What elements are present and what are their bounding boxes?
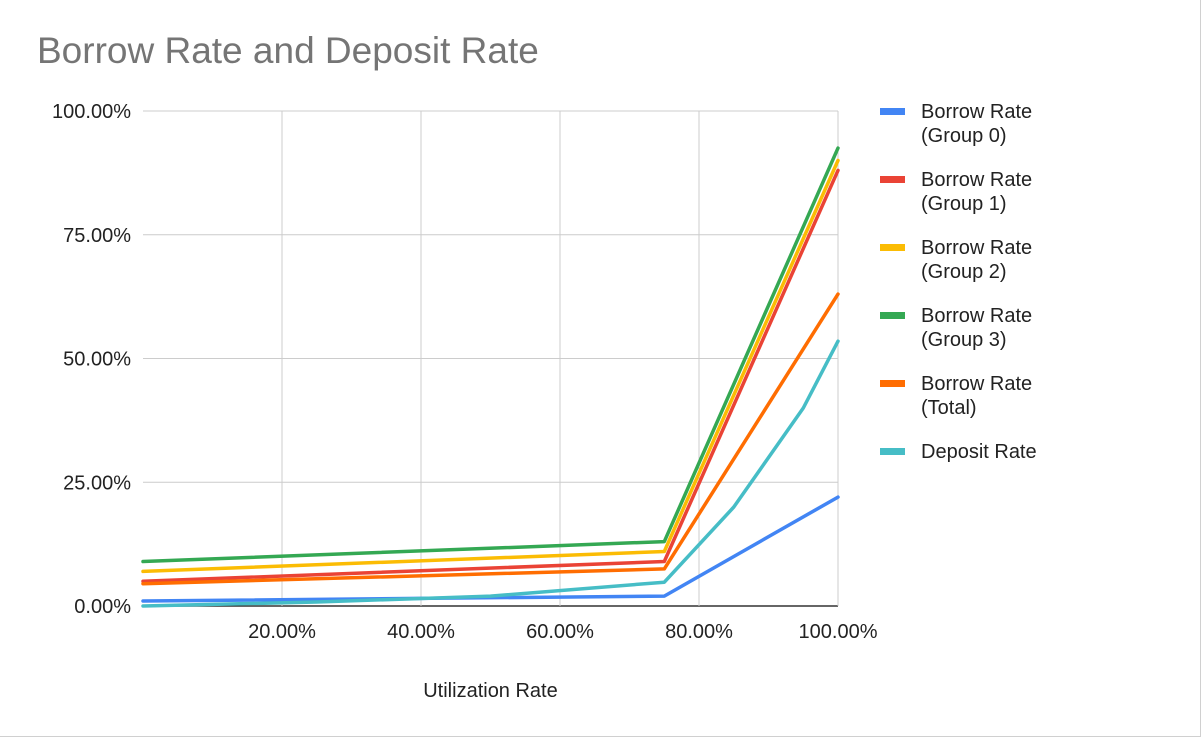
legend-item[interactable]: Borrow Rate(Group 1)	[880, 169, 1032, 215]
y-axis-ticks: 0.00% 25.00% 50.00% 75.00% 100.00%	[52, 101, 131, 618]
legend-item[interactable]: Borrow Rate(Group 0)	[880, 101, 1032, 147]
legend-swatch	[880, 380, 905, 387]
x-axis-ticks: 20.00% 40.00% 60.00% 80.00% 100.00%	[248, 621, 878, 643]
legend-item[interactable]: Deposit Rate	[880, 441, 1037, 463]
legend-label: (Group 3)	[921, 329, 1007, 351]
series-line-1	[141, 168, 840, 584]
legend-label: Borrow Rate	[921, 373, 1032, 395]
x-tick-label: 40.00%	[387, 621, 455, 643]
series-line-5	[141, 339, 840, 608]
x-axis-title: Utilization Rate	[423, 680, 558, 702]
legend-label: (Group 2)	[921, 261, 1007, 283]
legend-label: Borrow Rate	[921, 101, 1032, 123]
legend-swatch	[880, 176, 905, 183]
x-tick-label: 20.00%	[248, 621, 316, 643]
chart-title: Borrow Rate and Deposit Rate	[37, 30, 539, 71]
y-tick-label: 0.00%	[74, 596, 131, 618]
x-tick-label: 60.00%	[526, 621, 594, 643]
series-line-2	[141, 158, 840, 574]
series-line-4	[141, 292, 840, 586]
legend-item[interactable]: Borrow Rate(Group 2)	[880, 237, 1032, 283]
legend-label: (Total)	[921, 397, 977, 419]
x-tick-label: 100.00%	[799, 621, 878, 643]
series-line-0	[141, 495, 840, 603]
y-tick-label: 25.00%	[63, 472, 131, 494]
y-tick-label: 100.00%	[52, 101, 131, 123]
legend-swatch	[880, 108, 905, 115]
gridlines	[143, 110, 839, 607]
series-line-3	[141, 146, 840, 564]
legend-swatch	[880, 312, 905, 319]
legend-label: (Group 1)	[921, 193, 1007, 215]
legend-swatch	[880, 244, 905, 251]
legend-item[interactable]: Borrow Rate(Group 3)	[880, 305, 1032, 351]
series-lines	[141, 146, 840, 608]
legend-label: (Group 0)	[921, 125, 1007, 147]
legend-label: Borrow Rate	[921, 305, 1032, 327]
legend: Borrow Rate(Group 0)Borrow Rate(Group 1)…	[880, 101, 1037, 463]
legend-label: Borrow Rate	[921, 237, 1032, 259]
y-tick-label: 50.00%	[63, 349, 131, 371]
legend-swatch	[880, 448, 905, 455]
y-tick-label: 75.00%	[63, 225, 131, 247]
legend-label: Borrow Rate	[921, 169, 1032, 191]
x-tick-label: 80.00%	[665, 621, 733, 643]
legend-item[interactable]: Borrow Rate(Total)	[880, 373, 1032, 419]
legend-label: Deposit Rate	[921, 441, 1037, 463]
